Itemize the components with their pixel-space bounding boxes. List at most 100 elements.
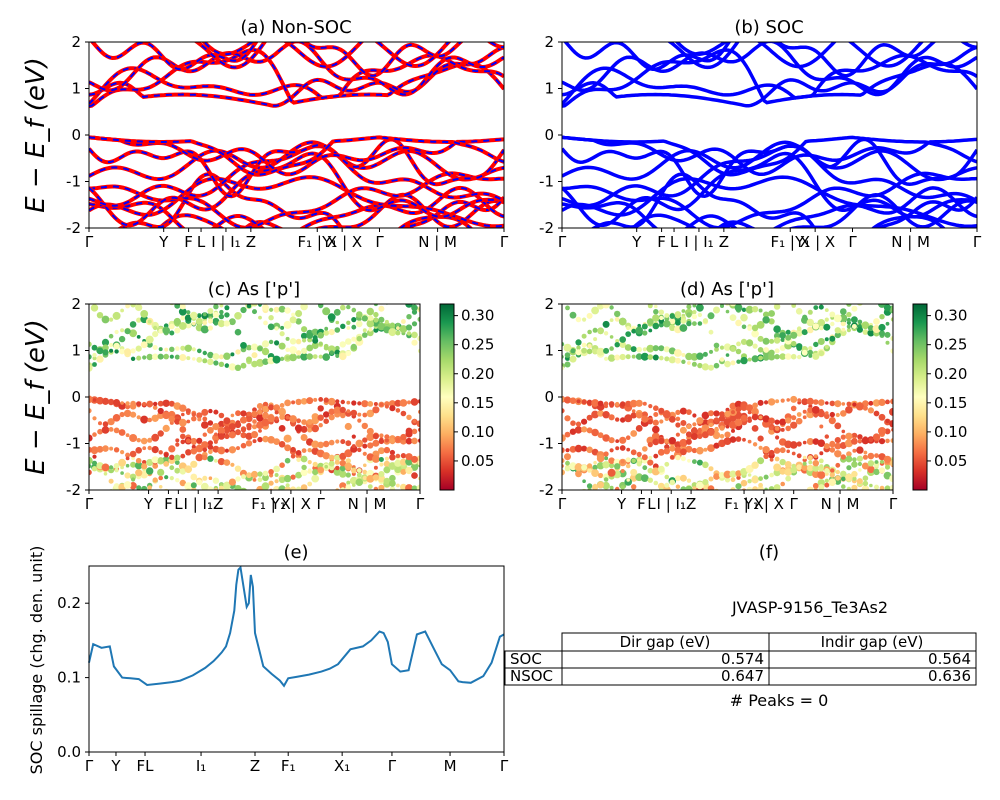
- projection-point: [773, 325, 781, 334]
- projection-point: [218, 485, 224, 490]
- projection-point: [740, 403, 748, 411]
- projection-point: [784, 468, 792, 476]
- projection-point: [202, 350, 207, 356]
- projection-point: [586, 283, 593, 290]
- projection-point: [262, 435, 269, 443]
- projection-point: [846, 328, 852, 333]
- y-tick-label: 1: [71, 80, 81, 98]
- projection-point: [713, 473, 720, 480]
- projection-point: [736, 341, 741, 347]
- colorbar-tick-label: 0.25: [461, 336, 494, 354]
- projection-point: [630, 346, 637, 353]
- projection-point: [417, 293, 423, 299]
- x-tick-label: Y: [616, 495, 627, 513]
- projection-point: [824, 337, 829, 342]
- projection-point: [851, 324, 857, 329]
- projection-point: [125, 433, 130, 438]
- projection-point: [417, 348, 420, 354]
- projection-point: [569, 445, 577, 453]
- projection-point: [603, 401, 609, 407]
- projection-point: [802, 415, 807, 420]
- projection-point: [559, 279, 564, 284]
- projection-point: [817, 319, 826, 327]
- projection-point: [109, 446, 114, 451]
- projection-point: [317, 441, 325, 449]
- x-tick-label: I | I₁: [184, 495, 213, 513]
- projection-point: [278, 342, 286, 350]
- projection-point: [213, 360, 219, 366]
- projection-point: [217, 427, 226, 435]
- projection-point: [140, 341, 148, 349]
- projection-point: [357, 412, 362, 417]
- projection-point: [202, 416, 208, 422]
- y-axis-label-e: SOC spillage (chg. den. unit): [27, 546, 46, 775]
- projection-point: [108, 504, 114, 510]
- projection-point: [340, 439, 346, 445]
- projection-point: [602, 304, 610, 309]
- plot-frame: [88, 565, 505, 753]
- projection-point: [417, 438, 420, 443]
- projection-point: [841, 402, 846, 406]
- projection-point: [153, 325, 158, 331]
- projection-point: [581, 347, 587, 354]
- x-tick-label: Z: [686, 495, 696, 513]
- projection-point: [317, 414, 324, 421]
- projection-point: [335, 353, 340, 358]
- projection-point: [735, 470, 742, 477]
- x-tick-label: I₁: [196, 757, 206, 775]
- projection-point: [653, 309, 659, 315]
- projection-point: [725, 309, 730, 314]
- projection-point: [724, 477, 731, 483]
- projection-point: [593, 503, 597, 507]
- projection-point: [851, 484, 858, 490]
- projection-point: [603, 347, 610, 354]
- projection-point: [609, 346, 614, 351]
- projection-point: [713, 306, 720, 314]
- projection-point: [345, 484, 352, 490]
- projection-point: [279, 403, 285, 408]
- projection-point: [280, 356, 284, 361]
- projection-point: [108, 333, 114, 339]
- projection-point: [819, 325, 824, 331]
- colorbar-tick-label: 0.05: [934, 452, 967, 470]
- projection-point: [101, 338, 110, 346]
- projection-point: [762, 337, 770, 345]
- projection-point: [185, 438, 191, 444]
- projection-point: [878, 304, 886, 308]
- projection-point: [351, 324, 357, 330]
- projection-point: [730, 268, 736, 274]
- x-tick-label: L: [647, 495, 656, 513]
- projection-point: [152, 477, 158, 483]
- projection-point: [647, 442, 653, 448]
- projection-point: [610, 496, 614, 500]
- projection-point: [609, 485, 614, 490]
- projection-point: [780, 516, 785, 521]
- projection-point: [586, 348, 593, 355]
- projection-point: [208, 408, 213, 414]
- projection-point: [696, 352, 704, 360]
- projection-point: [707, 428, 715, 436]
- projection-point: [668, 356, 676, 364]
- x-tick-label: L: [197, 233, 206, 251]
- projection-point: [884, 331, 891, 338]
- projection-point: [346, 409, 351, 413]
- projection-point: [802, 409, 807, 414]
- projection-point: [817, 479, 825, 487]
- projection-point: [723, 437, 732, 445]
- projection-point: [214, 432, 218, 437]
- projection-point: [868, 294, 875, 301]
- projection-point: [768, 449, 775, 456]
- x-tick-label: N | M: [821, 495, 860, 513]
- projection-point: [868, 400, 874, 406]
- projection-point: [701, 411, 710, 420]
- projection-point: [762, 415, 770, 423]
- projection-point: [867, 270, 875, 278]
- projection-point: [648, 455, 653, 460]
- y-tick-label: -1: [66, 435, 81, 453]
- projection-point: [741, 324, 747, 330]
- projection-point: [867, 460, 875, 467]
- projection-point: [169, 454, 175, 460]
- panel-d-colorbar: 0.050.100.150.200.250.30: [912, 303, 967, 491]
- projection-point: [608, 414, 615, 421]
- projection-point: [290, 474, 296, 480]
